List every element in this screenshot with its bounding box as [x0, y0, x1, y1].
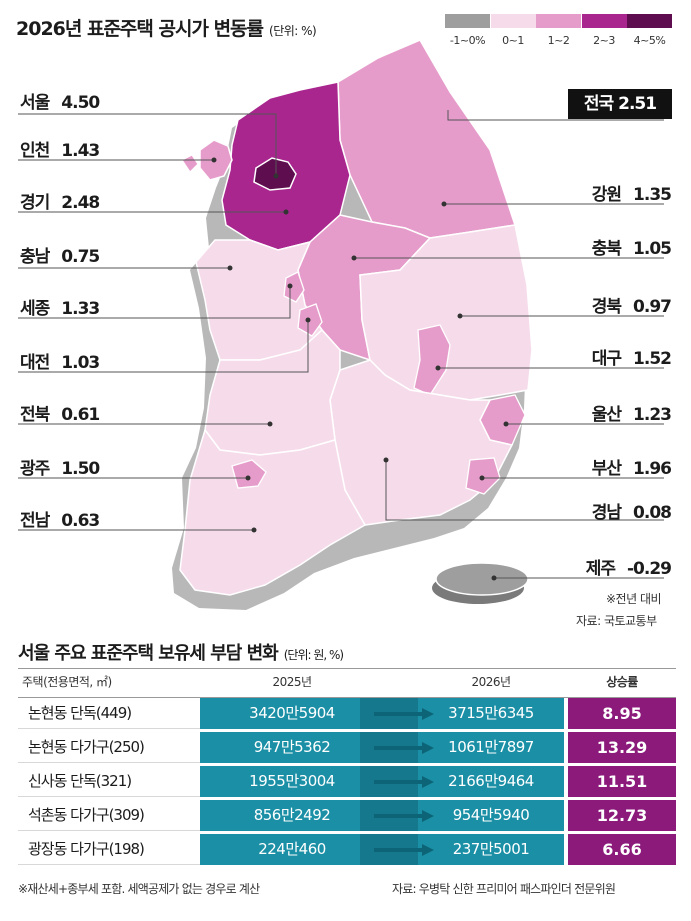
cell-2026: 2166만9464 — [448, 772, 534, 790]
national-badge: 전국 2.51 — [568, 89, 672, 119]
label-gangwon: 강원 1.35 — [591, 185, 672, 205]
cell-house: 논현동 다가구(250) — [18, 732, 200, 763]
cell-rate: 13.29 — [568, 732, 676, 763]
table-row: 신사동 단독(321) 1955만3004 2166만9464 11.51 — [18, 766, 676, 797]
table-title: 서울 주요 표준주택 보유세 부담 변화 (단위: 원, %) — [18, 643, 344, 664]
header-house: 주택(전용면적, ㎡) — [22, 675, 112, 689]
cell-house: 논현동 단독(449) — [18, 698, 200, 729]
legend-swatch-4 — [627, 14, 672, 28]
legend-label-4: 4~5% — [633, 34, 666, 47]
header-rate: 상승률 — [606, 675, 638, 689]
legend-label-1: 0~1 — [502, 34, 524, 47]
cell-rate: 6.66 — [568, 834, 676, 865]
legend-label-0: -1~0% — [449, 34, 486, 47]
header-2026: 2026년 — [471, 675, 511, 689]
arrow-right-icon — [374, 844, 434, 856]
legend: -1~0% 0~1 1~2 2~3 4~5% — [445, 14, 672, 52]
region-sejong — [283, 271, 305, 303]
cell-2025: 1955만3004 — [249, 772, 335, 790]
arrow-right-icon — [374, 776, 434, 788]
label-gyeongbuk: 경북 0.97 — [591, 297, 672, 317]
region-daegu — [413, 324, 451, 396]
arrow-right-icon — [374, 810, 434, 822]
label-jeju: 제주 -0.29 — [585, 559, 672, 579]
region-gwangju — [231, 459, 267, 489]
korea-map — [18, 39, 664, 610]
cell-rate: 11.51 — [568, 766, 676, 797]
chart-title: 2026년 표준주택 공시가 변동률 (단위: %) — [16, 18, 317, 40]
table-row: 논현동 단독(449) 3420만5904 3715만6345 8.95 — [18, 698, 676, 729]
label-jeonbuk: 전북 0.61 — [20, 405, 100, 425]
note-prev-year: ※전년 대비 — [606, 592, 662, 606]
label-gyeonggi: 경기 2.48 — [20, 193, 100, 213]
label-chungbuk: 충북 1.05 — [591, 239, 672, 259]
label-chungnam: 충남 0.75 — [20, 247, 100, 267]
legend-swatch-1 — [490, 14, 536, 28]
region-jeju — [435, 562, 529, 596]
label-gyeongnam: 경남 0.08 — [591, 503, 672, 523]
header-2025: 2025년 — [272, 675, 312, 689]
label-daegu: 대구 1.52 — [591, 349, 672, 369]
legend-swatch-0 — [445, 14, 490, 28]
chart-unit: (단위: %) — [269, 24, 317, 38]
cell-2026: 3715만6345 — [448, 704, 534, 722]
cell-2025: 856만2492 — [253, 806, 331, 824]
arrow-right-icon — [374, 708, 434, 720]
cell-house: 석촌동 다가구(309) — [18, 800, 200, 831]
leader-lines — [18, 110, 664, 579]
cell-2025: 224만460 — [258, 840, 326, 858]
table-header-row — [18, 668, 676, 698]
cell-2025: 3420만5904 — [249, 704, 335, 722]
legend-label-3: 2~3 — [593, 34, 615, 47]
table-unit: (단위: 원, %) — [283, 648, 344, 662]
cell-2026: 954만5940 — [452, 806, 530, 824]
cell-2025: 947만5362 — [253, 738, 331, 756]
map-source: 자료: 국토교통부 — [576, 614, 657, 628]
leader-dots — [211, 157, 509, 581]
table-row: 논현동 다가구(250) 947만5362 1061만7897 13.29 — [18, 732, 676, 763]
label-jeonnam: 전남 0.63 — [20, 511, 100, 531]
cell-house: 광장동 다가구(198) — [18, 834, 200, 865]
label-gwangju: 광주 1.50 — [20, 459, 100, 479]
table-row: 석촌동 다가구(309) 856만2492 954만5940 12.73 — [18, 800, 676, 831]
legend-label-2: 1~2 — [547, 34, 570, 47]
cell-2026: 1061만7897 — [448, 738, 534, 756]
region-chungnam — [195, 239, 323, 361]
legend-swatch-3 — [581, 14, 627, 28]
region-incheon-island — [181, 154, 199, 173]
arrow-right-icon — [374, 742, 434, 754]
table-row: 광장동 다가구(198) 224만460 237만5001 6.66 — [18, 834, 676, 865]
cell-rate: 8.95 — [568, 698, 676, 729]
label-seoul: 서울 4.50 — [20, 93, 100, 113]
label-busan: 부산 1.96 — [591, 459, 672, 479]
label-ulsan: 울산 1.23 — [591, 405, 672, 425]
cell-house: 신사동 단독(321) — [18, 766, 200, 797]
cell-2026: 237만5001 — [452, 840, 530, 858]
table-source: 자료: 우병탁 신한 프리미어 패스파인더 전문위원 — [392, 882, 616, 896]
cell-rate: 12.73 — [568, 800, 676, 831]
region-jeonnam — [179, 428, 367, 596]
footnote: ※재산세+종부세 포함. 세액공제가 없는 경우로 계산 — [18, 882, 260, 896]
label-sejong: 세종 1.33 — [20, 299, 100, 319]
label-incheon: 인천 1.43 — [20, 141, 100, 161]
label-daejeon: 대전 1.03 — [20, 353, 100, 373]
legend-swatch-2 — [536, 14, 581, 28]
